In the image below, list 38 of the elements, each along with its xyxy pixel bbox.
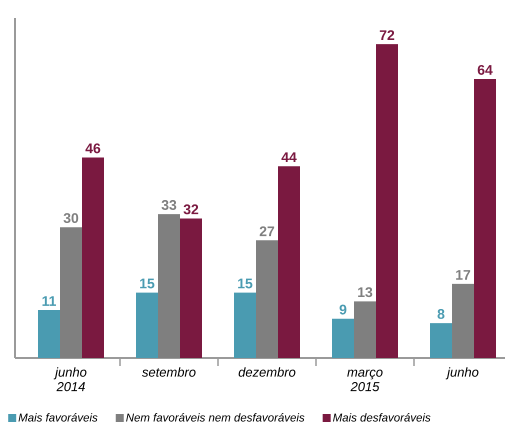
bar [474,79,496,358]
bar [452,284,474,358]
data-label: 9 [340,304,346,315]
data-label: 33 [162,200,176,210]
bar [60,227,82,358]
data-label: 13 [358,287,372,298]
data-label: 15 [140,278,154,288]
x-tick-label: junho [446,367,478,380]
legend-label: Mais desfavoráveis [333,413,430,422]
bar [354,301,376,358]
legend-label: Mais favoráveis [18,413,98,422]
x-tick-label: junho 2014 [54,367,86,392]
bar [278,166,300,358]
data-label: 30 [64,213,78,224]
x-tick-label: dezembro [238,367,296,377]
data-label: 72 [380,30,394,40]
data-label: 11 [42,296,56,306]
bar [376,44,398,358]
data-label: 64 [478,64,493,75]
bar [234,292,256,358]
bar [180,218,202,358]
data-label: 8 [438,309,444,319]
bar [332,318,354,358]
data-label: 32 [184,204,198,214]
bar [158,214,180,358]
data-label: 44 [281,152,297,162]
bar [136,292,158,358]
bar [430,323,452,358]
x-tick-label: março 2015 [347,370,383,392]
bar [38,310,60,358]
data-label: 46 [85,143,100,154]
data-label: 15 [238,278,252,288]
data-label: 17 [456,270,470,280]
legend-label: Nem favoráveis nem desfavoráveis [126,413,304,422]
bar [82,157,104,358]
data-label: 27 [260,226,274,236]
x-tick-label: setembro [142,367,196,377]
bar [256,240,278,358]
